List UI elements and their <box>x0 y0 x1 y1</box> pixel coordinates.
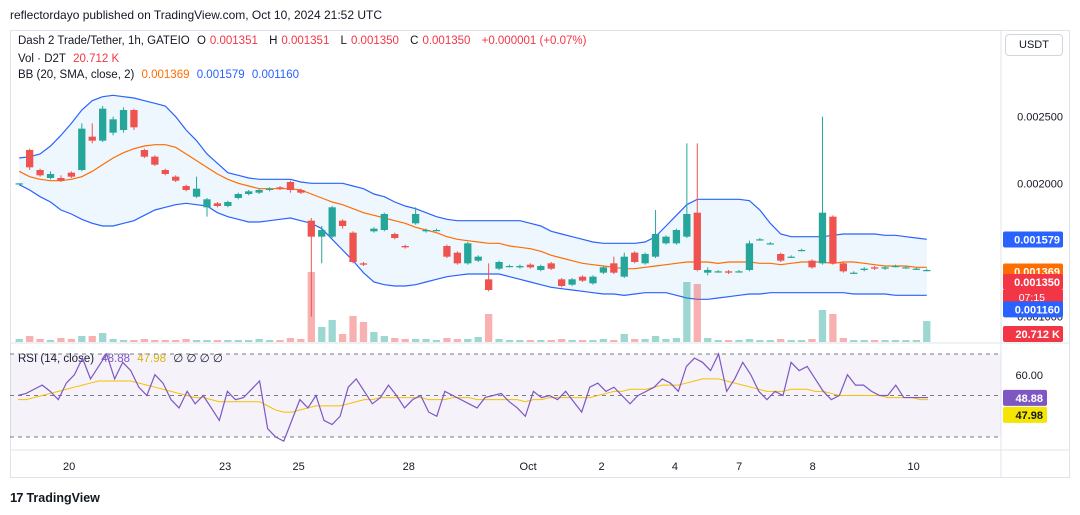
rsi-extras: ∅ ∅ ∅ ∅ <box>173 353 223 365</box>
publish-info: reflectordayo published on TradingView.c… <box>10 8 382 22</box>
ohlc-close: C 0.001350 <box>410 35 471 47</box>
rsi-value-legend: 48.88 <box>101 353 131 365</box>
chart-frame <box>10 30 1070 478</box>
symbol-legend: Dash 2 Trade/Tether, 1h, GATEIO O 0.00135… <box>18 35 590 47</box>
currency-selector[interactable]: USDT <box>1005 34 1063 56</box>
rsi-label[interactable]: RSI (14, close) <box>18 353 95 365</box>
symbol-name[interactable]: Dash 2 Trade/Tether, 1h, GATEIO <box>18 35 190 47</box>
ohlc-high: H 0.001351 <box>269 35 330 47</box>
rsi-legend: RSI (14, close) 48.88 47.98 ∅ ∅ ∅ ∅ <box>18 351 227 365</box>
bb-label[interactable]: BB (20, SMA, close, 2) <box>18 69 135 81</box>
volume-label[interactable]: Vol · D2T <box>18 53 66 65</box>
bb-basis-value: 0.001369 <box>141 69 190 81</box>
tradingview-logo-icon: 17 <box>10 490 24 505</box>
bb-lower-value: 0.001160 <box>251 69 299 81</box>
rsi-ma-legend: 47.98 <box>137 353 167 365</box>
ohlc-open: O 0.001351 <box>196 35 258 47</box>
ohlc-low: L 0.001350 <box>340 35 399 47</box>
volume-legend: Vol · D2T 20.712 K <box>18 53 123 65</box>
ohlc-change: +0.000001 (+0.07%) <box>481 35 587 47</box>
bb-upper-value: 0.001579 <box>196 69 245 81</box>
brand-text: TradingView <box>26 490 100 505</box>
bb-legend: BB (20, SMA, close, 2) 0.001369 0.001579… <box>18 69 303 81</box>
tradingview-brand[interactable]: 17 TradingView <box>10 490 100 505</box>
volume-value: 20.712 K <box>73 53 120 65</box>
